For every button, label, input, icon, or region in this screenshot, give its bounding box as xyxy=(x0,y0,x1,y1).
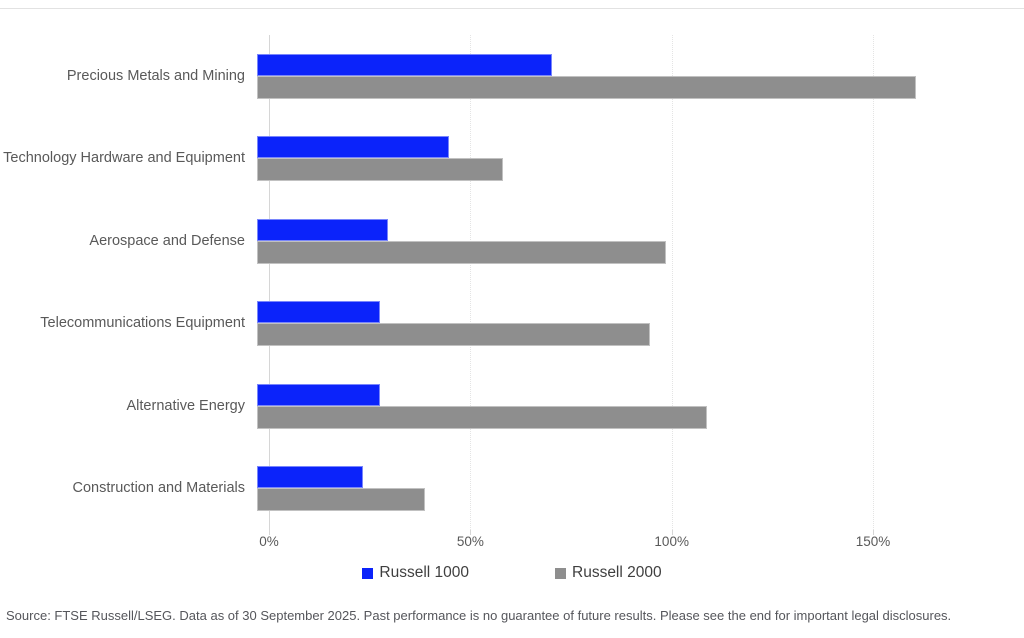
top-divider xyxy=(0,8,1024,9)
category-label: Telecommunications Equipment xyxy=(40,315,245,332)
bar-russell-2000 xyxy=(257,240,667,264)
legend-swatch-russell-2000 xyxy=(555,567,566,579)
chart-row: Aerospace and Defense xyxy=(0,200,1014,283)
bar-russell-2000 xyxy=(257,405,708,429)
bar-russell-1000 xyxy=(257,301,380,324)
category-label: Construction and Materials xyxy=(72,480,245,497)
bar-russell-1000 xyxy=(257,466,364,489)
bar-group xyxy=(257,118,1014,201)
bar-russell-1000 xyxy=(257,218,388,241)
category-label: Precious Metals and Mining xyxy=(66,67,245,84)
category-label: Technology Hardware and Equipment xyxy=(3,150,245,167)
sector-performance-chart: Precious Metals and Mining Technology Har… xyxy=(0,20,1024,595)
chart-row: Alternative Energy xyxy=(0,365,1014,448)
category-label: Aerospace and Defense xyxy=(89,232,245,249)
bar-group xyxy=(257,200,1014,283)
bar-group xyxy=(257,283,1014,366)
chart-rows: Precious Metals and Mining Technology Har… xyxy=(0,35,1014,530)
legend-label-russell-1000: Russell 1000 xyxy=(379,564,469,581)
chart-legend: Russell 1000 Russell 2000 xyxy=(0,564,1024,582)
bar-russell-2000 xyxy=(257,75,916,99)
source-note: Source: FTSE Russell/LSEG. Data as of 30… xyxy=(6,608,952,623)
bar-group xyxy=(257,365,1014,448)
legend-item-russell-1000: Russell 1000 xyxy=(362,564,469,582)
bar-russell-2000 xyxy=(257,158,503,182)
bar-russell-1000 xyxy=(257,53,552,76)
bar-russell-2000 xyxy=(257,323,650,347)
x-axis: 0% 50% 100% 150% xyxy=(259,534,1014,554)
legend-label-russell-2000: Russell 2000 xyxy=(572,564,662,581)
chart-row: Construction and Materials xyxy=(0,448,1014,531)
bar-russell-1000 xyxy=(257,136,450,159)
legend-item-russell-2000: Russell 2000 xyxy=(555,564,662,582)
bar-russell-2000 xyxy=(257,488,425,512)
category-label: Alternative Energy xyxy=(126,397,245,414)
x-tick-label-150: 150% xyxy=(855,534,891,549)
chart-row: Telecommunications Equipment xyxy=(0,283,1014,366)
x-tick-label-100: 100% xyxy=(654,534,689,549)
bar-group xyxy=(257,448,1014,531)
x-tick-label-50: 50% xyxy=(456,534,484,549)
x-tick-label-0: 0% xyxy=(259,534,279,549)
bar-russell-1000 xyxy=(257,383,380,406)
legend-swatch-russell-1000 xyxy=(362,567,374,579)
chart-row: Precious Metals and Mining xyxy=(0,35,1014,118)
bar-group xyxy=(257,35,1014,118)
chart-row: Technology Hardware and Equipment xyxy=(0,118,1014,201)
